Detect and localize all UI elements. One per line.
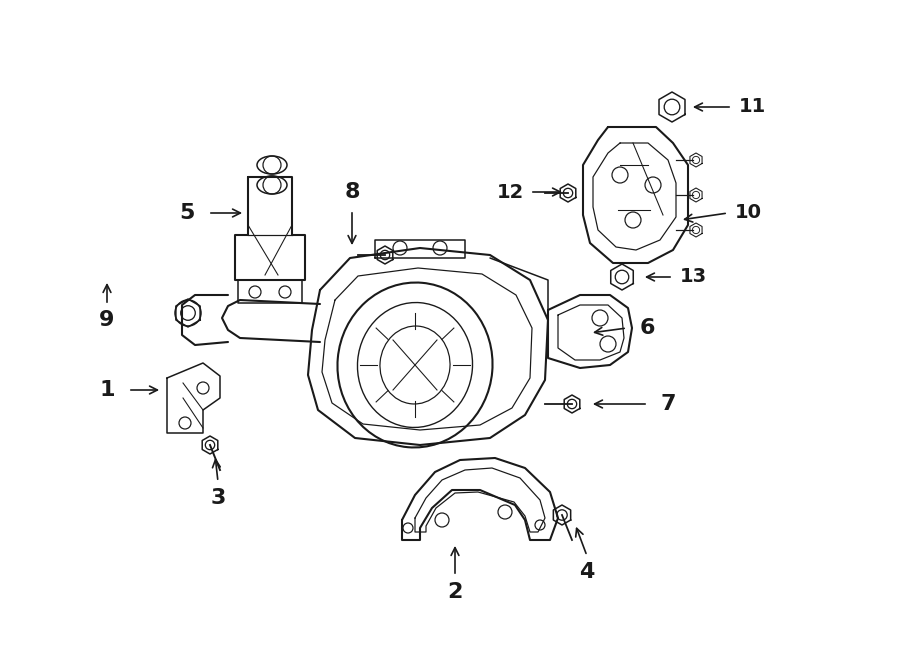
Text: 13: 13	[680, 268, 706, 286]
Text: 4: 4	[580, 562, 595, 582]
Text: 10: 10	[734, 204, 761, 223]
Text: 5: 5	[179, 203, 194, 223]
Text: 9: 9	[99, 310, 114, 330]
Text: 12: 12	[497, 182, 524, 202]
Text: 1: 1	[99, 380, 115, 400]
Text: 3: 3	[211, 488, 226, 508]
Text: 11: 11	[738, 98, 766, 116]
Text: 6: 6	[639, 318, 655, 338]
Text: 7: 7	[661, 394, 676, 414]
Text: 8: 8	[344, 182, 360, 202]
Text: 2: 2	[447, 582, 463, 602]
